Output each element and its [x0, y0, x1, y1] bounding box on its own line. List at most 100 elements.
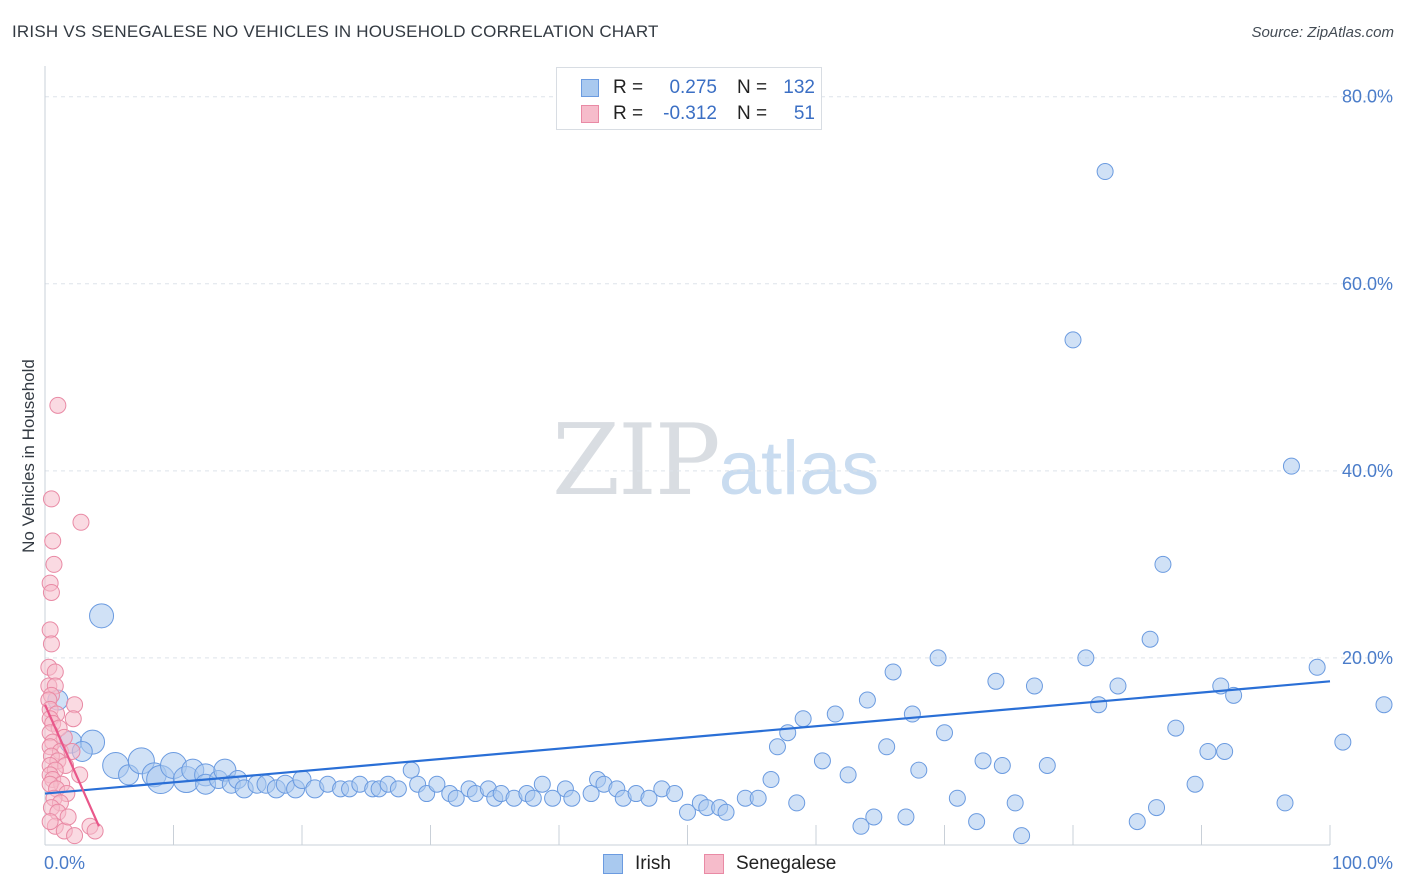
irish-point	[788, 794, 806, 812]
irish-point	[1148, 799, 1166, 817]
irish-point	[1216, 742, 1234, 760]
irish-point	[826, 705, 844, 723]
irish-point	[1128, 813, 1146, 831]
irish-point	[1282, 457, 1300, 475]
senegalese-point	[42, 635, 60, 653]
irish-point	[948, 789, 966, 807]
irish-point	[1154, 555, 1172, 573]
chart-title: IRISH VS SENEGALESE NO VEHICLES IN HOUSE…	[12, 22, 659, 41]
legend-row-senegalese: R = -0.312 N = 51	[581, 102, 815, 126]
y-tick-label: 40.0%	[1342, 461, 1393, 481]
irish-point	[936, 724, 953, 742]
irish-point	[1375, 696, 1393, 714]
irish-legend-swatch	[603, 854, 623, 874]
irish-point	[582, 785, 600, 803]
irish-point	[903, 705, 921, 723]
irish-points	[47, 163, 1393, 845]
irish-swatch	[581, 79, 599, 97]
irish-point	[1199, 742, 1217, 760]
irish-point	[993, 756, 1011, 774]
axes	[44, 66, 1331, 846]
irish-point	[1109, 677, 1127, 695]
irish-point	[1225, 686, 1243, 704]
legend-row-irish: R = 0.275 N = 132	[581, 76, 815, 100]
watermark-zip: ZIP	[552, 404, 721, 518]
y-tick-label: 20.0%	[1342, 648, 1393, 668]
irish-point	[1006, 794, 1024, 812]
irish-point	[974, 752, 992, 770]
senegalese-legend-label: Senegalese	[736, 853, 837, 874]
legend-r-label: R =	[613, 103, 644, 124]
senegalese-point	[49, 396, 67, 414]
correlation-legend: R = 0.275 N = 132 R = -0.312 N = 51	[556, 67, 822, 130]
irish-point	[1186, 775, 1204, 793]
irish-point	[1025, 677, 1043, 695]
irish-point	[813, 752, 831, 770]
senegalese-swatch	[581, 105, 599, 123]
legend-n-label: N =	[737, 103, 768, 124]
senegalese-point	[64, 710, 82, 728]
legend-r-value: -0.312	[663, 103, 717, 124]
irish-point	[968, 813, 986, 831]
irish-point	[839, 766, 857, 784]
irish-trend-line	[44, 680, 1331, 795]
legend-n-label: N =	[737, 77, 768, 98]
irish-point	[987, 672, 1005, 690]
senegalese-legend-swatch	[704, 854, 724, 874]
senegalese-trend-line	[43, 704, 100, 827]
irish-point	[533, 775, 551, 793]
legend-r-value: 0.275	[669, 77, 717, 98]
senegalese-point	[86, 822, 104, 840]
senegalese-point	[66, 696, 84, 714]
senegalese-point	[45, 555, 63, 573]
tick-labels: 20.0% 40.0% 60.0% 80.0% 0.0% 100.0%	[44, 87, 1393, 873]
bottom-legend-irish[interactable]: Irish	[603, 852, 671, 876]
irish-legend-label: Irish	[635, 853, 671, 874]
senegalese-point	[59, 808, 77, 826]
irish-point	[865, 808, 883, 826]
irish-point	[1096, 163, 1114, 181]
irish-point	[524, 789, 542, 807]
legend-r-label: R =	[613, 77, 644, 98]
y-tick-label: 80.0%	[1342, 87, 1393, 107]
irish-point	[1167, 719, 1185, 737]
senegalese-point	[44, 532, 62, 550]
source-label: Source: ZipAtlas.com	[1251, 24, 1394, 41]
irish-point	[897, 808, 915, 826]
irish-point	[929, 649, 947, 667]
irish-point	[1013, 827, 1031, 845]
irish-point	[563, 789, 581, 807]
y-tick-label: 60.0%	[1342, 274, 1393, 294]
irish-point	[389, 780, 407, 798]
irish-point	[858, 691, 876, 709]
irish-point	[768, 738, 786, 756]
irish-point	[1334, 733, 1352, 751]
irish-point	[1276, 794, 1294, 812]
senegalese-points	[40, 396, 104, 845]
grid-lines	[45, 96, 1392, 659]
irish-point	[852, 817, 870, 835]
senegalese-point	[41, 813, 59, 831]
watermark-atlas: atlas	[718, 426, 880, 511]
irish-point	[749, 789, 767, 807]
bottom-legend-senegalese[interactable]: Senegalese	[704, 852, 836, 876]
y-axis-label: No Vehicles in Household	[19, 359, 38, 553]
irish-point	[640, 789, 658, 807]
irish-point	[428, 775, 446, 793]
irish-point	[1090, 696, 1108, 714]
x-tick-label: 100.0%	[1332, 853, 1393, 873]
irish-point	[89, 603, 115, 629]
watermark: ZIPatlas	[552, 404, 879, 518]
irish-point	[1038, 756, 1056, 774]
x-tick-label: 0.0%	[44, 853, 85, 873]
irish-point	[1064, 331, 1082, 349]
senegalese-point	[72, 513, 90, 531]
senegalese-point	[42, 490, 60, 508]
trend-lines	[43, 680, 1331, 827]
irish-point	[544, 789, 562, 807]
irish-point	[679, 803, 696, 821]
irish-point	[910, 761, 928, 779]
irish-point	[878, 738, 896, 756]
irish-point	[1077, 649, 1095, 667]
